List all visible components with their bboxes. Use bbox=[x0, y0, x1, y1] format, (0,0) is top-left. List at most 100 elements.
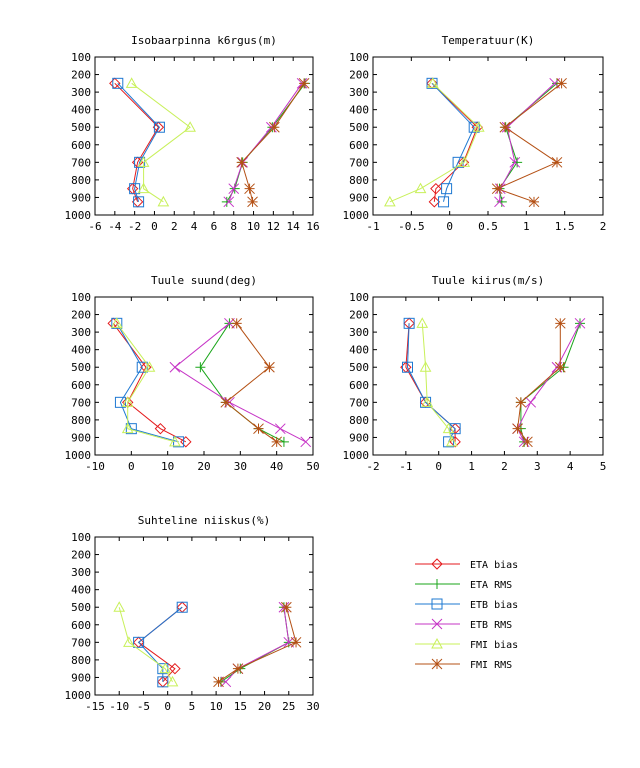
chart-title: Tuule kiirus(m/s) bbox=[432, 274, 545, 287]
x-tick-label: 6 bbox=[211, 220, 218, 233]
data-point bbox=[438, 196, 450, 208]
data-point bbox=[269, 121, 280, 133]
data-point bbox=[153, 121, 165, 133]
x-tick-label: 10 bbox=[161, 460, 174, 473]
series-square bbox=[133, 601, 188, 688]
plot-frame bbox=[372, 296, 604, 456]
x-tick-label: -5 bbox=[137, 700, 150, 713]
series-line bbox=[114, 82, 160, 202]
y-tick-label: 500 bbox=[71, 121, 91, 134]
data-point bbox=[509, 156, 521, 168]
data-point bbox=[123, 636, 135, 647]
data-point bbox=[416, 317, 429, 328]
data-point bbox=[228, 183, 240, 195]
y-tick-label: 100 bbox=[71, 51, 91, 64]
y-tick-label: 600 bbox=[71, 619, 91, 632]
data-point bbox=[496, 196, 507, 207]
x-tick-label: 12 bbox=[267, 220, 280, 233]
plot-frame bbox=[372, 56, 604, 216]
x-tick-label: 30 bbox=[234, 460, 247, 473]
data-point bbox=[125, 423, 137, 435]
x-tick-label: 2 bbox=[171, 220, 178, 233]
x-tick-label: 8 bbox=[230, 220, 237, 233]
series-line bbox=[517, 323, 581, 443]
legend-marker bbox=[431, 598, 443, 610]
legend-label: ETB bias bbox=[470, 600, 518, 611]
data-point bbox=[525, 396, 537, 408]
data-point bbox=[452, 156, 464, 168]
data-point bbox=[143, 361, 156, 372]
data-point bbox=[220, 396, 232, 408]
data-point bbox=[430, 182, 442, 195]
series-line bbox=[517, 323, 561, 443]
chart-title: Tuule suund(deg) bbox=[151, 274, 257, 287]
legend-marker bbox=[431, 618, 443, 630]
series-diamond bbox=[109, 77, 165, 208]
x-tick-label: 5 bbox=[189, 700, 196, 713]
x-tick-label: 0 bbox=[128, 460, 135, 473]
data-point bbox=[113, 601, 126, 612]
data-point bbox=[414, 182, 427, 194]
y-tick-label: 1000 bbox=[343, 449, 370, 462]
data-point bbox=[402, 361, 413, 373]
y-tick-label: 600 bbox=[349, 139, 369, 152]
data-point bbox=[157, 676, 169, 688]
x-tick-label: 3 bbox=[534, 460, 541, 473]
chart-panel-5: Suhteline niiskus(%)10020030040050060070… bbox=[65, 514, 320, 713]
y-tick-label: 200 bbox=[349, 309, 369, 322]
y-tick-label: 500 bbox=[349, 361, 369, 374]
y-tick-label: 1000 bbox=[65, 209, 92, 222]
data-point bbox=[110, 317, 123, 328]
y-tick-label: 400 bbox=[349, 344, 369, 357]
x-tick-label: 10 bbox=[209, 700, 222, 713]
legend-entry: ETA bias bbox=[415, 558, 518, 571]
series-line bbox=[116, 323, 179, 443]
data-point bbox=[515, 396, 527, 408]
data-point bbox=[221, 196, 232, 207]
series-line bbox=[137, 606, 183, 682]
y-tick-label: 800 bbox=[349, 174, 369, 187]
plot-frame bbox=[94, 56, 314, 216]
data-point bbox=[134, 156, 146, 168]
x-tick-label: 1 bbox=[468, 460, 475, 473]
series-line bbox=[495, 82, 562, 203]
data-point bbox=[300, 436, 312, 448]
y-tick-label: 400 bbox=[71, 584, 91, 597]
data-point bbox=[290, 636, 302, 648]
y-tick-label: 500 bbox=[71, 601, 91, 614]
series-square bbox=[111, 317, 185, 448]
data-point bbox=[472, 121, 485, 132]
series-diamond bbox=[107, 317, 192, 448]
data-point bbox=[223, 196, 235, 208]
series-line bbox=[117, 82, 161, 202]
legend-entry: ETA RMS bbox=[415, 579, 512, 591]
x-tick-label: 2 bbox=[600, 220, 607, 233]
legend-entry: FMI RMS bbox=[415, 658, 512, 671]
x-tick-label: -6 bbox=[88, 220, 101, 233]
data-point bbox=[556, 77, 567, 89]
x-tick-label: 0 bbox=[164, 700, 171, 713]
data-point bbox=[512, 157, 523, 168]
series-line bbox=[225, 323, 277, 443]
x-tick-label: 10 bbox=[247, 220, 260, 233]
series-line bbox=[405, 323, 456, 442]
data-point bbox=[421, 396, 434, 407]
series-cross bbox=[169, 317, 312, 448]
data-point bbox=[125, 77, 138, 88]
x-tick-label: 0 bbox=[435, 460, 442, 473]
legend-label: FMI RMS bbox=[470, 660, 512, 671]
chart-panel-4: Tuule kiirus(m/s) 100 200 300 400 500 600 700 80… bbox=[343, 274, 607, 473]
legend-marker bbox=[432, 579, 442, 589]
x-tick-label: 25 bbox=[282, 700, 295, 713]
data-point bbox=[426, 77, 439, 88]
data-point bbox=[133, 636, 145, 648]
y-tick-label: 300 bbox=[349, 86, 369, 99]
x-tick-label: 20 bbox=[258, 700, 271, 713]
series-line bbox=[174, 322, 306, 443]
x-tick-label: -2 bbox=[128, 220, 141, 233]
legend: ETA bias ETA RMS ETB bias ETB RMS FMI bias FM… bbox=[415, 558, 518, 671]
y-tick-label: 800 bbox=[71, 414, 91, 427]
data-point bbox=[458, 156, 471, 167]
data-point bbox=[426, 77, 438, 89]
series-line bbox=[389, 82, 480, 203]
